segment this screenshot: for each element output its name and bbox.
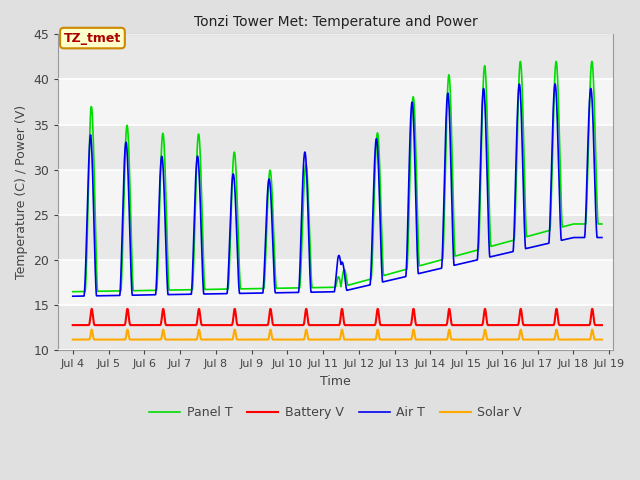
Solar V [234, 336, 242, 342]
Bar [58, 80, 612, 125]
Bar [58, 215, 612, 260]
X-axis label: Time: Time [320, 375, 351, 388]
Air T [411, 162, 419, 168]
Bar [58, 170, 612, 215]
Air T [583, 171, 591, 177]
Text: TZ_tmet: TZ_tmet [64, 32, 121, 45]
Y-axis label: Temperature (C) / Power (V): Temperature (C) / Power (V) [15, 105, 28, 279]
Line: Battery V: Battery V [73, 309, 602, 325]
Solar V [548, 336, 556, 342]
Panel T [598, 221, 605, 227]
Bar [58, 260, 612, 305]
Solar V [419, 336, 426, 342]
Air T [234, 267, 242, 273]
Battery V [88, 306, 95, 312]
Solar V [598, 336, 605, 342]
Air T [551, 81, 559, 87]
Solar V [583, 336, 591, 342]
Solar V [69, 336, 77, 342]
Battery V [583, 322, 591, 328]
Battery V [419, 322, 426, 328]
Solar V [187, 336, 195, 342]
Air T [598, 235, 605, 240]
Battery V [187, 322, 195, 328]
Bar [58, 125, 612, 170]
Solar V [88, 327, 95, 333]
Battery V [412, 317, 419, 323]
Panel T [234, 226, 242, 232]
Panel T [548, 162, 556, 168]
Solar V [412, 335, 419, 340]
Panel T [419, 262, 426, 268]
Legend: Panel T, Battery V, Air T, Solar V: Panel T, Battery V, Air T, Solar V [144, 401, 527, 424]
Battery V [548, 322, 556, 328]
Title: Tonzi Tower Met: Temperature and Power: Tonzi Tower Met: Temperature and Power [194, 15, 477, 29]
Panel T [69, 289, 77, 295]
Air T [548, 138, 556, 144]
Panel T [411, 119, 419, 125]
Battery V [69, 322, 77, 328]
Panel T [552, 59, 560, 64]
Bar [58, 305, 612, 350]
Line: Solar V: Solar V [73, 330, 602, 339]
Air T [69, 293, 77, 299]
Air T [186, 291, 194, 297]
Panel T [186, 287, 194, 293]
Panel T [583, 191, 591, 197]
Air T [419, 270, 426, 276]
Bar [58, 35, 612, 80]
Battery V [598, 322, 605, 328]
Line: Air T: Air T [73, 84, 602, 296]
Line: Panel T: Panel T [73, 61, 602, 292]
Battery V [234, 322, 242, 328]
